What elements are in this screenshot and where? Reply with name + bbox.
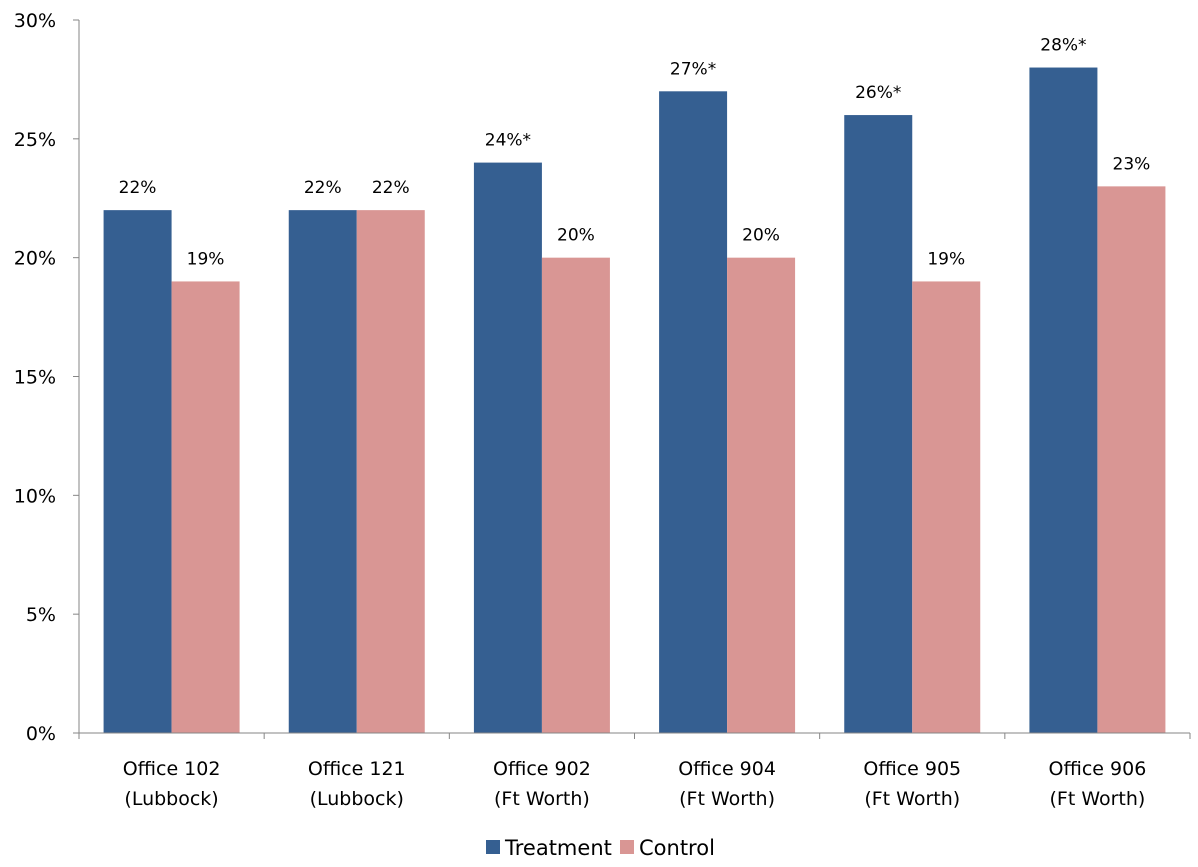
x-category-label: (Lubbock) [124, 788, 218, 810]
legend-swatch-treatment [486, 840, 500, 854]
data-label-treatment: 22% [119, 178, 157, 198]
y-tick-label: 10% [14, 485, 56, 507]
bar-treatment [1029, 67, 1098, 734]
legend-label-control: Control [639, 836, 715, 860]
bar-control [727, 257, 796, 733]
x-category-label: Office 902 [493, 758, 591, 780]
bar-treatment [844, 115, 913, 734]
bar-treatment [288, 210, 357, 734]
x-category-label: (Ft Worth) [864, 788, 960, 810]
data-label-control: 20% [742, 226, 780, 246]
x-category-label: Office 121 [308, 758, 406, 780]
bar-control [171, 281, 240, 733]
data-labels: 22% 19% 22% 22% 24%* 20% 27%* 20% 26%* 19% 28%* 23% [119, 36, 1151, 270]
bar-treatment [473, 162, 542, 734]
x-category-label: Office 906 [1049, 758, 1147, 780]
x-category-label: Office 905 [863, 758, 961, 780]
x-axis: Office 102 (Lubbock) Office 121 (Lubbock) Of… [78, 732, 1191, 810]
data-label-control: 19% [927, 249, 965, 269]
x-category-label: (Lubbock) [310, 788, 404, 810]
data-label-treatment: 27%* [670, 59, 716, 79]
legend-swatch-control [620, 840, 634, 854]
y-tick-label: 20% [14, 248, 56, 270]
x-category-label: (Ft Worth) [679, 788, 775, 810]
bar-treatment [103, 210, 172, 734]
data-label-treatment: 22% [304, 178, 342, 198]
bar-control [1097, 186, 1166, 733]
x-category-label: (Ft Worth) [494, 788, 590, 810]
data-label-control: 22% [372, 178, 410, 198]
bar-control [912, 281, 981, 733]
data-label-treatment: 24%* [485, 131, 531, 151]
y-tick-label: 15% [14, 367, 56, 389]
x-category-label: (Ft Worth) [1049, 788, 1145, 810]
data-label-control: 20% [557, 226, 595, 246]
data-label-treatment: 26%* [855, 83, 901, 103]
legend: Treatment Control [486, 836, 715, 860]
x-category-label: Office 102 [123, 758, 221, 780]
data-label-control: 19% [187, 249, 225, 269]
y-axis: 0% 5% 10% 15% 20% 25% 30% [14, 10, 80, 745]
bar-treatment [659, 91, 728, 734]
bar-control [356, 210, 425, 734]
y-tick-label: 5% [26, 604, 56, 626]
data-label-treatment: 28%* [1040, 36, 1086, 56]
legend-label-treatment: Treatment [504, 836, 612, 860]
y-tick-label: 25% [14, 129, 56, 151]
bar-control [541, 257, 610, 733]
y-tick-label: 0% [26, 723, 56, 745]
bars [103, 67, 1166, 734]
data-label-control: 23% [1113, 154, 1151, 174]
x-category-label: Office 904 [678, 758, 776, 780]
y-tick-label: 30% [14, 10, 56, 32]
